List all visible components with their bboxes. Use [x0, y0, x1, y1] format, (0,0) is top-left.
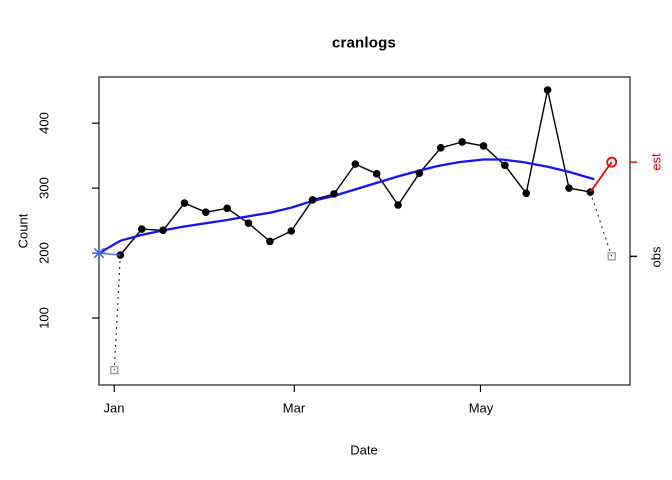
observed-line	[119, 89, 591, 256]
observed-point	[522, 189, 531, 198]
observed-point	[287, 227, 296, 235]
y-tick-label-100: 100	[36, 307, 52, 329]
observed-point	[244, 219, 253, 228]
dotted-connector	[589, 191, 613, 257]
x-axis-label: Date	[350, 442, 378, 458]
observed-point	[394, 201, 402, 209]
chart-title: cranlogs	[331, 34, 397, 52]
observed-point	[436, 144, 445, 152]
y-tick-label-400: 400	[36, 112, 52, 134]
partial-obs-square	[607, 252, 616, 261]
x-tick-label-jan: Jan	[103, 400, 125, 416]
x-tick-label-may: May	[468, 400, 494, 416]
plot-box	[98, 76, 631, 386]
observed-point	[308, 196, 317, 204]
estimate-connector	[589, 161, 613, 193]
estimate-point	[606, 156, 618, 168]
trend-line	[97, 158, 595, 255]
dotted-connector	[113, 255, 121, 371]
observed-point	[330, 190, 338, 198]
observed-point	[266, 237, 274, 246]
start-asterisk-icon	[94, 248, 104, 259]
observed-point	[180, 199, 189, 207]
right-axis-label-est: est	[648, 153, 664, 171]
observed-point	[202, 208, 210, 216]
observed-point	[159, 226, 167, 235]
observed-point	[479, 142, 488, 150]
observed-point	[458, 138, 466, 146]
observed-point	[223, 204, 231, 213]
observed-point	[372, 170, 381, 178]
observed-point	[501, 161, 509, 170]
y-tick-label-300: 300	[36, 177, 52, 199]
x-tick-label-mar: Mar	[282, 400, 306, 416]
observed-point	[565, 184, 573, 192]
observed-point	[415, 169, 424, 177]
right-axis-label-obs: obs	[648, 246, 664, 268]
observed-point	[137, 225, 146, 233]
partial-obs-square	[110, 365, 119, 375]
y-axis-label: Count	[15, 213, 31, 249]
observed-point	[351, 160, 360, 168]
y-tick-label-200: 200	[36, 242, 52, 264]
observed-point	[543, 86, 552, 94]
